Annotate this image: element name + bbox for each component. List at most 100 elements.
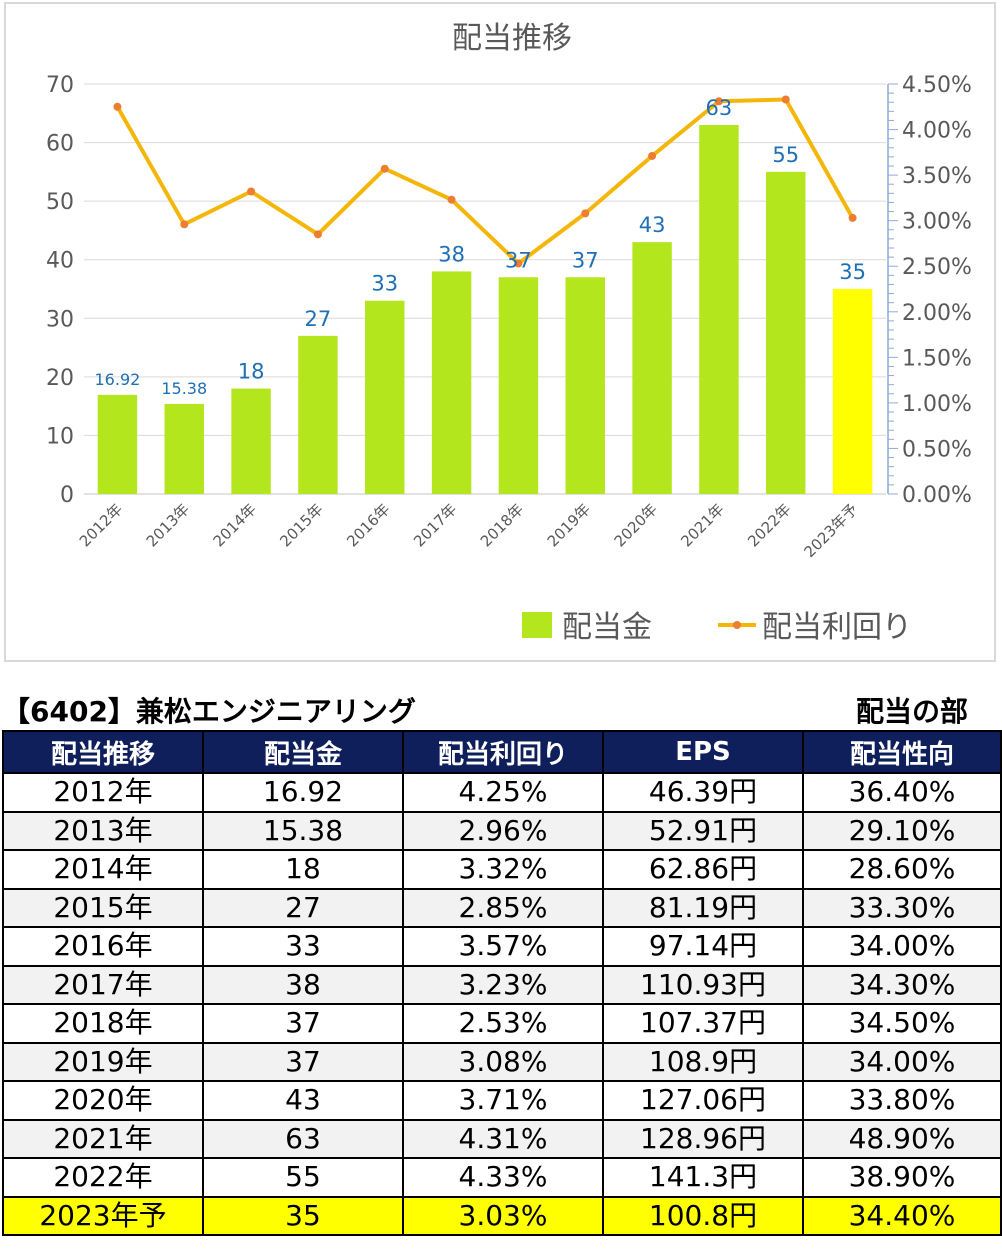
cell-payout-ratio: 29.10%	[802, 810, 1002, 851]
cell-yield: 2.85%	[402, 887, 604, 928]
table-body: 2012年 16.92 4.25% 46.39円 36.40% 2013年 15.38 2.9…	[2, 772, 1002, 1236]
table-row: 2017年 38 3.23% 110.93円 34.30%	[2, 964, 1002, 1005]
table-row: 2016年 33 3.57% 97.14円 34.00%	[2, 926, 1002, 967]
cell-eps: 52.91円	[602, 810, 804, 851]
yield-marker	[648, 151, 657, 160]
cell-eps: 127.06円	[602, 1080, 804, 1121]
y-left-tick-label: 30	[46, 307, 74, 332]
y-right-tick-label: 1.50%	[902, 346, 972, 371]
table-row: 2019年 37 3.08% 108.9円 34.00%	[2, 1041, 1002, 1082]
y-right-tick-label: 0.50%	[902, 437, 972, 462]
x-tick-label: 2019年	[544, 500, 594, 550]
yield-marker	[848, 213, 857, 222]
company-title: 【6402】兼松エンジニアリング	[2, 695, 416, 728]
bar-data-label: 15.38	[161, 379, 207, 398]
bar-2023年予	[832, 289, 873, 494]
bar-2014年	[231, 388, 271, 494]
bar-2013年	[164, 403, 204, 494]
bar-data-label: 37	[572, 248, 599, 272]
x-tick-label: 2020年	[611, 500, 661, 550]
cell-yield: 4.33%	[402, 1157, 604, 1198]
x-tick-label: 2014年	[210, 500, 260, 550]
cell-period: 2014年	[2, 849, 204, 890]
dividend-table: 配当推移 配当金 配当利回り EPS 配当性向 2012年 16.92 4.25% 4…	[2, 730, 1002, 1236]
cell-dividend: 38	[202, 964, 404, 1005]
cell-dividend: 43	[202, 1080, 404, 1121]
cell-yield: 4.31%	[402, 1118, 604, 1159]
cell-period: 2012年	[2, 772, 204, 813]
cell-payout-ratio: 33.80%	[802, 1080, 1002, 1121]
cell-eps: 141.3円	[602, 1157, 804, 1198]
cell-period: 2020年	[2, 1080, 204, 1121]
y-left-tick-label: 60	[46, 132, 74, 157]
cell-dividend: 16.92	[202, 772, 404, 813]
x-tick-label: 2015年	[276, 500, 326, 550]
cell-yield: 2.53%	[402, 1003, 604, 1044]
bar-data-label: 63	[706, 96, 733, 120]
yield-marker	[247, 187, 256, 196]
table-row: 2021年 63 4.31% 128.96円 48.90%	[2, 1118, 1002, 1159]
cell-payout-ratio: 34.30%	[802, 964, 1002, 1005]
table-row: 2023年予 35 3.03% 100.8円 34.40%	[2, 1195, 1002, 1236]
x-tick-label: 2012年	[76, 500, 126, 550]
yield-marker	[380, 164, 389, 173]
table-header-row: 配当推移 配当金 配当利回り EPS 配当性向	[2, 730, 1002, 774]
cell-eps: 62.86円	[602, 849, 804, 890]
bar-2015年	[298, 335, 338, 494]
x-tick-label: 2021年	[677, 500, 727, 550]
cell-yield: 3.57%	[402, 926, 604, 967]
y-left-tick-label: 10	[46, 424, 74, 449]
yield-marker	[714, 97, 723, 106]
y-left-tick-label: 50	[46, 190, 74, 215]
cell-period: 2023年予	[2, 1195, 204, 1236]
bar-data-label: 33	[371, 272, 398, 296]
legend-line-marker	[733, 621, 741, 629]
bar-2016年	[365, 300, 405, 494]
bar-data-label: 16.92	[95, 370, 141, 389]
yield-marker	[447, 195, 456, 204]
bar-data-label: 27	[305, 307, 332, 331]
bar-2022年	[766, 171, 806, 494]
cell-payout-ratio: 34.00%	[802, 926, 1002, 967]
table-row: 2014年 18 3.32% 62.86円 28.60%	[2, 849, 1002, 890]
bar-2012年	[97, 394, 138, 494]
cell-yield: 3.23%	[402, 964, 604, 1005]
bar-2017年	[431, 271, 472, 494]
cell-payout-ratio: 28.60%	[802, 849, 1002, 890]
yield-marker	[113, 102, 122, 111]
y-right-tick-label: 1.00%	[902, 392, 972, 417]
table-row: 2015年 27 2.85% 81.19円 33.30%	[2, 887, 1002, 928]
x-tick-label: 2013年	[143, 500, 193, 550]
y-right-tick-label: 3.00%	[902, 210, 972, 235]
cell-period: 2013年	[2, 810, 204, 851]
cell-yield: 3.08%	[402, 1041, 604, 1082]
cell-dividend: 37	[202, 1003, 404, 1044]
header-eps: EPS	[602, 730, 804, 774]
legend-bar-label: 配当金	[562, 610, 652, 645]
cell-eps: 108.9円	[602, 1041, 804, 1082]
cell-eps: 46.39円	[602, 772, 804, 813]
y-right-tick-label: 0.00%	[902, 483, 972, 508]
cell-dividend: 35	[202, 1195, 404, 1236]
cell-eps: 107.37円	[602, 1003, 804, 1044]
bar-2021年	[699, 125, 739, 494]
bar-data-label: 55	[772, 143, 799, 167]
y-right-tick-label: 3.50%	[902, 164, 972, 189]
bar-data-label: 37	[505, 248, 532, 272]
dividend-chart: 配当推移 0 10 20 30 40 50 60 70 0.00% 0.50% 1.00% 1.50%…	[4, 2, 996, 662]
cell-period: 2015年	[2, 887, 204, 928]
cell-dividend: 33	[202, 926, 404, 967]
bar-2020年	[632, 242, 672, 494]
y-right-tick-label: 2.00%	[902, 301, 972, 326]
header-dividend: 配当金	[202, 730, 404, 774]
cell-eps: 97.14円	[602, 926, 804, 967]
x-tick-label: 2016年	[343, 500, 393, 550]
bar-data-label: 35	[839, 260, 866, 284]
cell-period: 2019年	[2, 1041, 204, 1082]
y-left-tick-label: 0	[60, 483, 74, 508]
cell-period: 2016年	[2, 926, 204, 967]
cell-dividend: 63	[202, 1118, 404, 1159]
yield-marker	[514, 259, 523, 268]
table-row: 2018年 37 2.53% 107.37円 34.50%	[2, 1003, 1002, 1044]
yield-marker	[180, 220, 189, 229]
